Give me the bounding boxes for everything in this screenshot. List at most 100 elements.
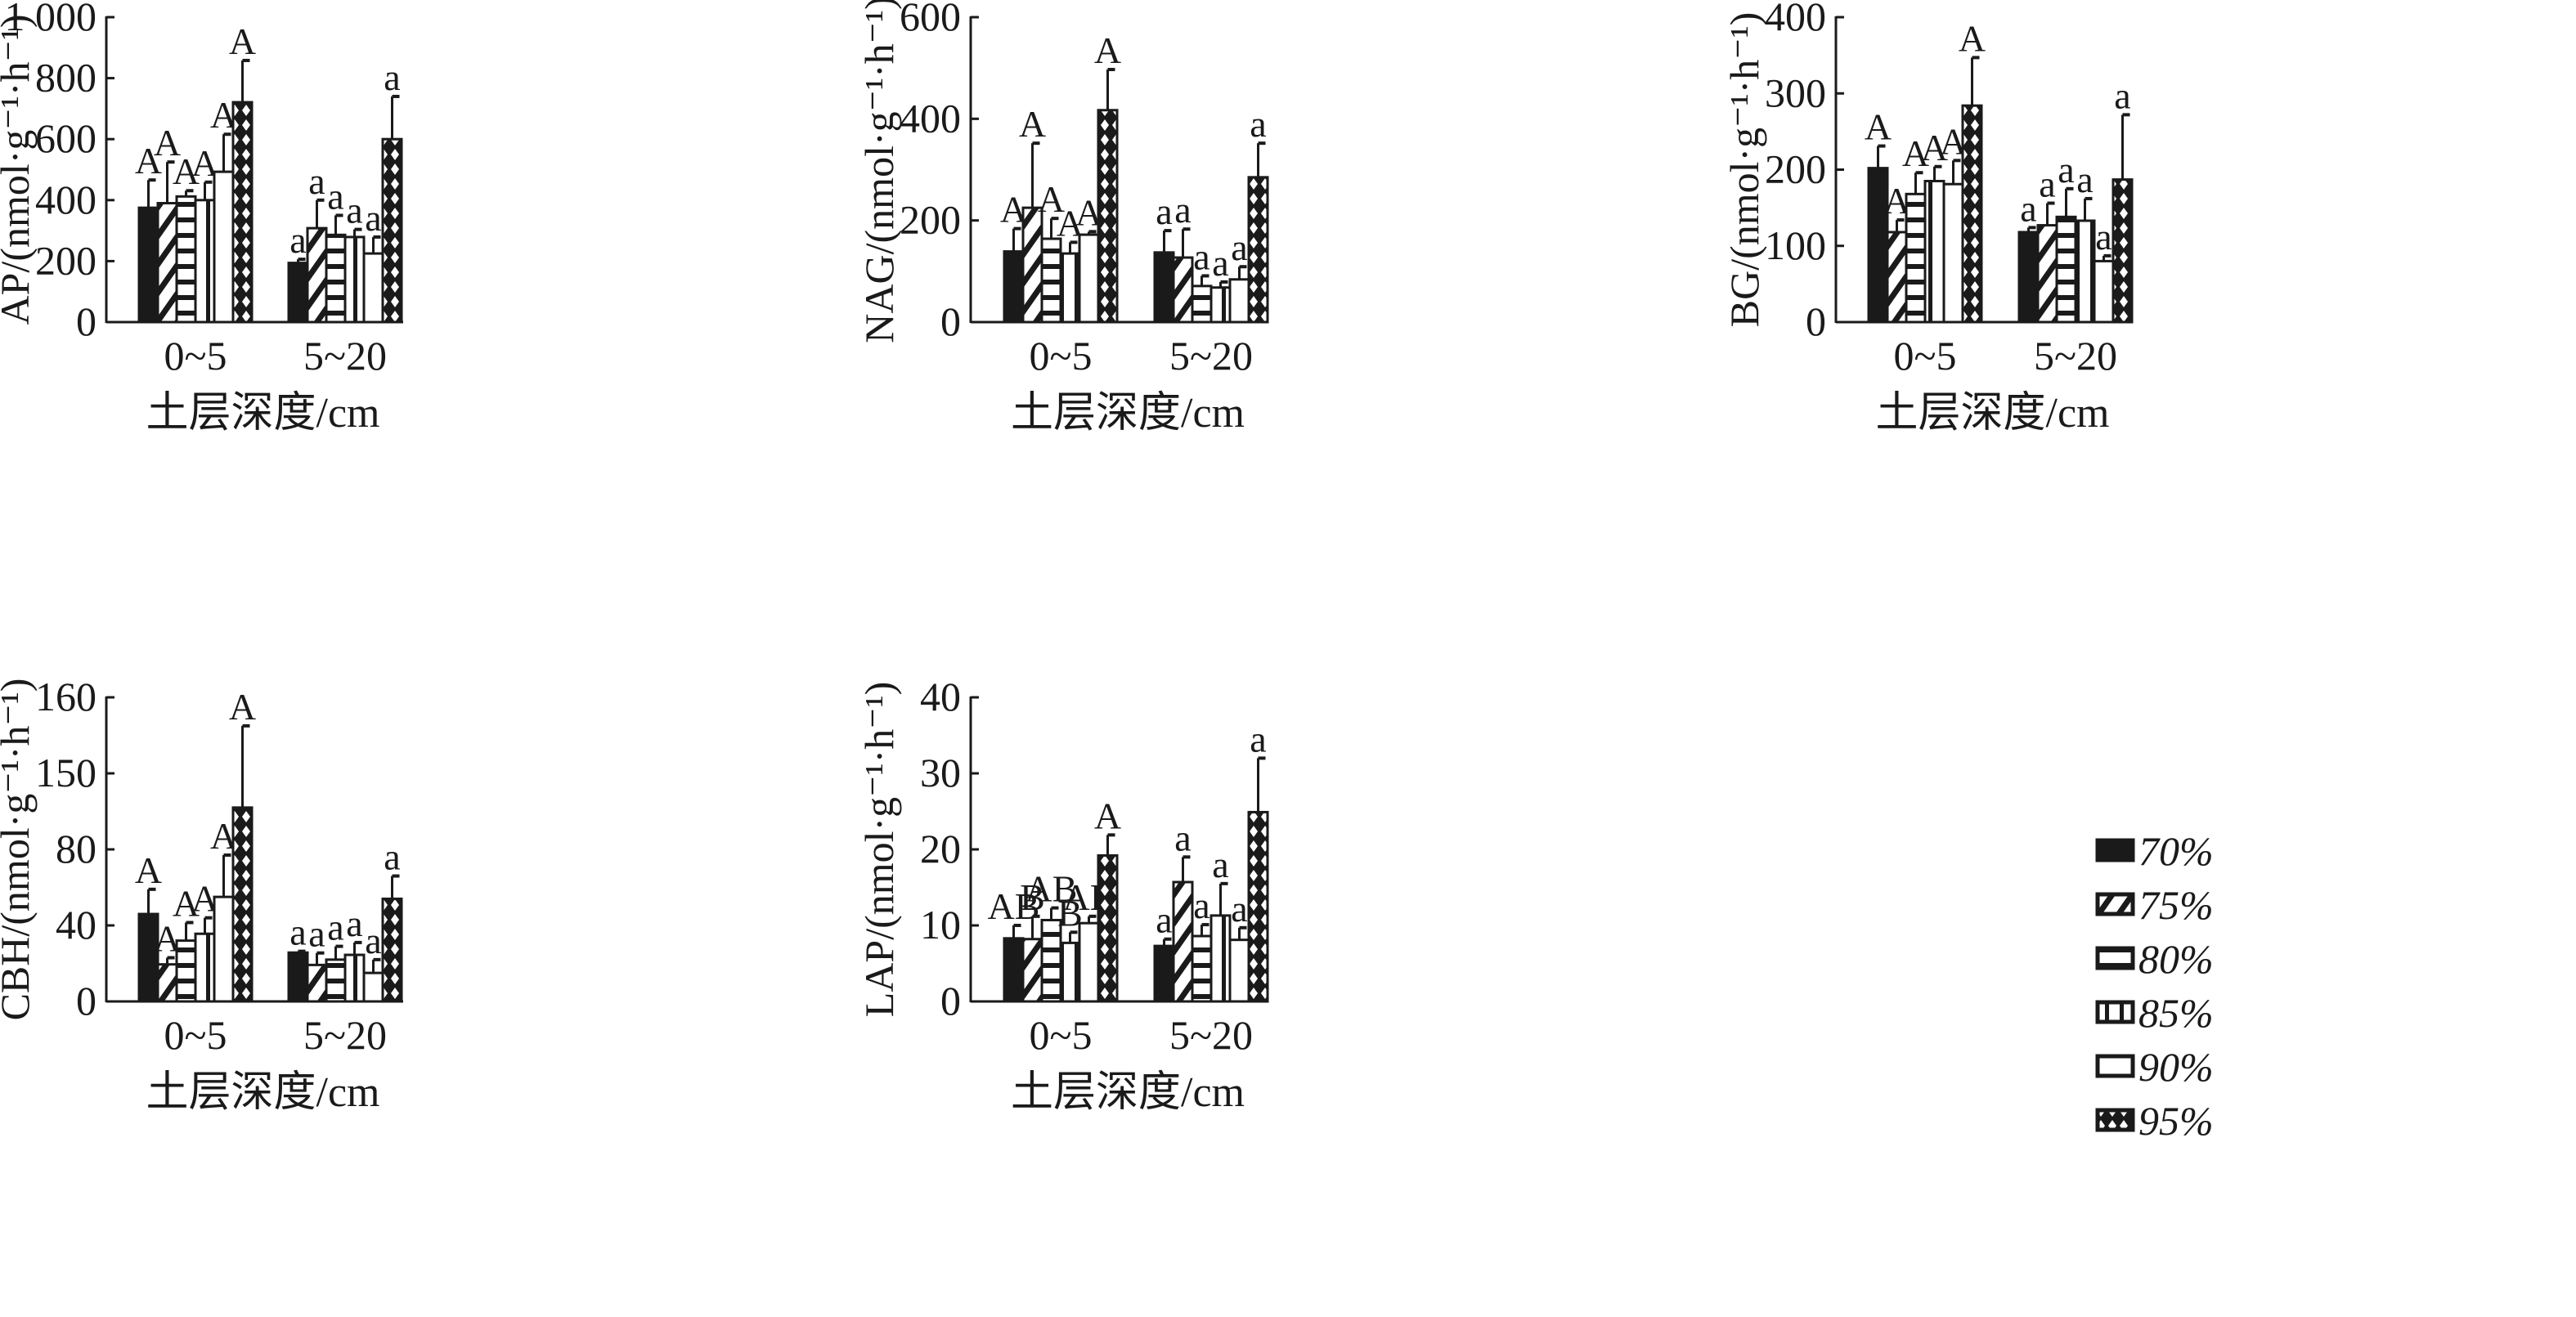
significance-label: a bbox=[289, 912, 306, 953]
bar-lap-5-20-75pct bbox=[1172, 880, 1194, 1003]
legend-item: 70% bbox=[2095, 828, 2214, 874]
y-tick-label: 80 bbox=[56, 826, 96, 871]
significance-label: a bbox=[1250, 718, 1266, 759]
legend-item: 90% bbox=[2095, 1044, 2214, 1090]
significance-label: a bbox=[1156, 190, 1172, 232]
legend-swatch bbox=[2095, 1054, 2135, 1078]
bar-nag-0-5-85pct bbox=[1059, 252, 1081, 324]
bar-nag-0-5-80pct bbox=[1040, 237, 1062, 324]
legend: 70% 75% 80% 85% 90% 95% bbox=[2095, 828, 2214, 1144]
bar-nag-0-5-70pct bbox=[1003, 250, 1025, 324]
x-tick-label: 0~5 bbox=[164, 1012, 227, 1058]
bar-ap-0-5-85pct bbox=[194, 199, 216, 324]
bar-ap-0-5-90pct bbox=[213, 170, 235, 324]
significance-label: A bbox=[1921, 127, 1948, 168]
significance-label: a bbox=[1193, 885, 1209, 926]
bar-ap-0-5-75pct bbox=[156, 202, 178, 324]
y-tick-label: 0 bbox=[940, 298, 961, 344]
bar-nag-0-5-95pct bbox=[1097, 109, 1119, 324]
significance-label: A bbox=[229, 686, 256, 728]
bar-nag-0-5-90pct bbox=[1078, 233, 1100, 324]
y-tick-label: 400 bbox=[900, 95, 961, 141]
bar-nag-5-20-85pct bbox=[1209, 286, 1232, 324]
x-tick-label: 0~5 bbox=[1029, 333, 1092, 379]
bar-ap-5-20-70pct bbox=[287, 262, 309, 324]
bar-lap-5-20-90pct bbox=[1228, 938, 1250, 1003]
significance-label: a bbox=[365, 920, 381, 961]
significance-label: A bbox=[1902, 132, 1929, 174]
bar-lap-0-5-95pct bbox=[1097, 853, 1119, 1003]
legend-label: 95% bbox=[2138, 1098, 2214, 1144]
y-tick-label: 400 bbox=[35, 177, 96, 222]
bar-nag-5-20-75pct bbox=[1172, 256, 1194, 324]
y-tick-label: 20 bbox=[920, 826, 961, 871]
bar-bg-0-5-75pct bbox=[1886, 231, 1908, 324]
x-tick-label: 5~20 bbox=[2034, 333, 2117, 379]
bar-cbh-0-5-90pct bbox=[213, 895, 235, 1003]
y-tick-label: 100 bbox=[1765, 222, 1826, 268]
x-tick-label: 5~20 bbox=[303, 333, 387, 379]
legend-label: 70% bbox=[2138, 828, 2214, 874]
significance-label: a bbox=[1174, 817, 1191, 858]
bar-lap-5-20-80pct bbox=[1191, 934, 1213, 1003]
legend-item: 95% bbox=[2095, 1098, 2214, 1144]
significance-label: a bbox=[346, 903, 362, 944]
y-tick-label: 300 bbox=[1765, 69, 1826, 115]
x-tick-label: 5~20 bbox=[1169, 1012, 1253, 1058]
significance-label: a bbox=[1212, 242, 1228, 284]
x-tick-label: 0~5 bbox=[164, 333, 227, 379]
bar-ap-5-20-85pct bbox=[343, 235, 366, 324]
y-tick-label: 600 bbox=[900, 0, 961, 39]
legend-label: 85% bbox=[2138, 990, 2214, 1036]
legend-label: 80% bbox=[2138, 936, 2214, 982]
y-tick-label: 40 bbox=[920, 674, 961, 719]
significance-label: a bbox=[1250, 103, 1266, 145]
y-tick-label: 200 bbox=[1765, 146, 1826, 192]
significance-label: A bbox=[1865, 106, 1892, 148]
significance-label: AB bbox=[1025, 868, 1078, 910]
bar-lap-5-20-70pct bbox=[1153, 944, 1175, 1003]
significance-label: A bbox=[154, 122, 181, 164]
significance-label: A bbox=[1019, 103, 1046, 145]
y-tick-label: 160 bbox=[35, 674, 96, 719]
bar-bg-0-5-90pct bbox=[1942, 182, 1964, 324]
x-axis-label: 土层深度/cm bbox=[1011, 390, 1245, 437]
bar-bg-5-20-90pct bbox=[2093, 259, 2115, 324]
significance-label: a bbox=[308, 160, 325, 202]
significance-label: A bbox=[1959, 17, 1986, 59]
bar-lap-5-20-95pct bbox=[1247, 810, 1269, 1003]
significance-label: A bbox=[135, 849, 162, 891]
legend-swatch bbox=[2095, 892, 2135, 916]
bar-cbh-5-20-95pct bbox=[381, 897, 403, 1003]
bar-ap-5-20-75pct bbox=[306, 226, 328, 324]
legend-item: 80% bbox=[2095, 936, 2214, 982]
bar-bg-5-20-80pct bbox=[2055, 215, 2077, 324]
legend-item: 85% bbox=[2095, 990, 2214, 1036]
y-tick-label: 10 bbox=[920, 902, 961, 947]
significance-label: a bbox=[327, 907, 343, 948]
y-axis-label: AP/(nmol·g⁻¹·h⁻¹) bbox=[0, 15, 38, 325]
y-axis-label: BG/(nmol·g⁻¹·h⁻¹) bbox=[1721, 12, 1767, 328]
significance-label: a bbox=[2039, 164, 2055, 205]
significance-label: B bbox=[1020, 876, 1045, 918]
legend-swatch bbox=[2095, 1000, 2135, 1024]
bar-lap-0-5-75pct bbox=[1021, 938, 1043, 1003]
significance-label: A bbox=[173, 150, 200, 192]
bar-lap-5-20-85pct bbox=[1209, 914, 1232, 1003]
bar-nag-5-20-80pct bbox=[1191, 284, 1213, 324]
significance-label: a bbox=[2095, 216, 2112, 258]
significance-label: a bbox=[365, 197, 381, 239]
bar-cbh-0-5-95pct bbox=[231, 806, 254, 1003]
bar-ap-0-5-70pct bbox=[137, 206, 159, 324]
x-axis-label: 土层深度/cm bbox=[1876, 390, 2110, 437]
y-tick-label: 0 bbox=[940, 978, 961, 1024]
bar-bg-5-20-75pct bbox=[2036, 224, 2058, 324]
significance-label: AB bbox=[988, 885, 1040, 927]
significance-label: a bbox=[346, 190, 362, 231]
